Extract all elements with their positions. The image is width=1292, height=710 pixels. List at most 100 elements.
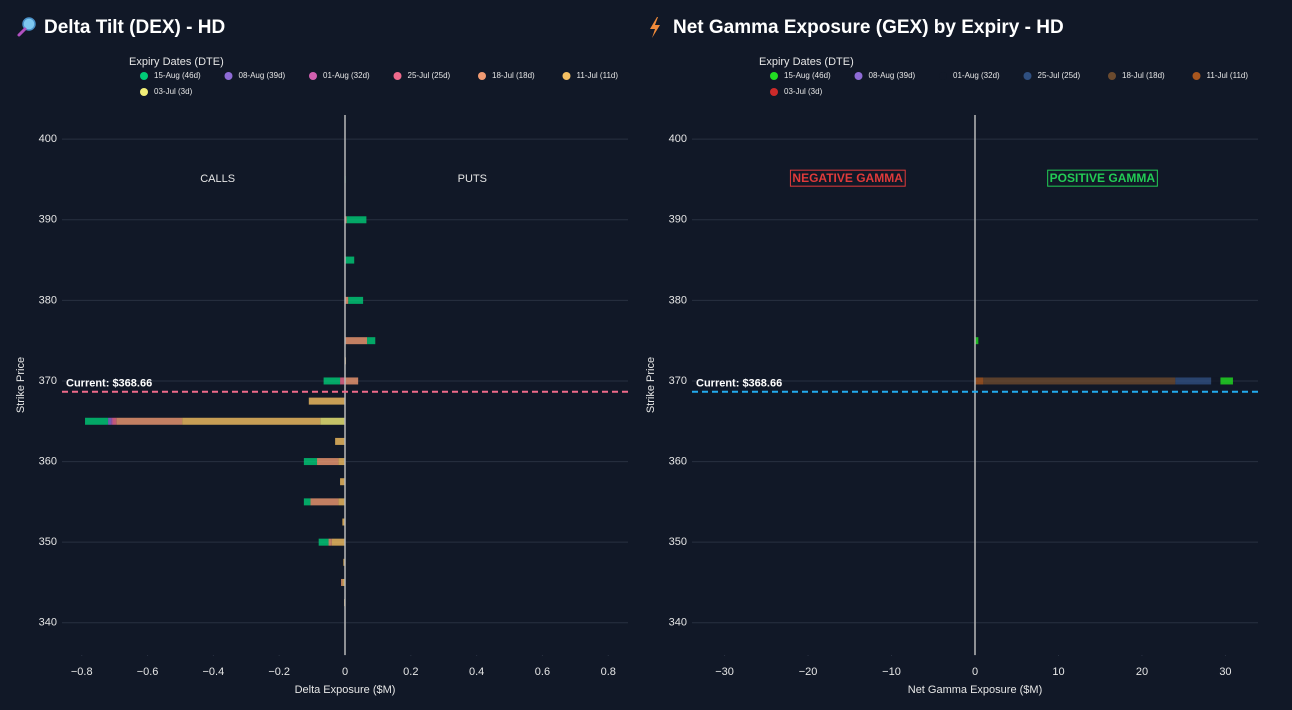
legend-title: Expiry Dates (DTE) — [759, 56, 854, 68]
bar-segment — [1211, 377, 1221, 385]
chart-title: Net Gamma Exposure (GEX) by Expiry - HD — [673, 17, 1064, 38]
y-tick-label: 340 — [39, 617, 57, 629]
bar-segment — [367, 337, 376, 345]
bar-segment — [345, 337, 368, 345]
x-tick-label: 10 — [1052, 666, 1064, 678]
legend-label: 08-Aug (39d) — [869, 71, 916, 80]
legend-marker — [140, 88, 148, 96]
bar-segment — [317, 458, 339, 466]
legend-marker — [854, 72, 863, 80]
bar-segment — [303, 498, 311, 506]
bar-segment — [113, 417, 117, 425]
x-tick-label: 0.6 — [535, 666, 550, 678]
legend-marker — [140, 72, 148, 80]
bar-segment — [348, 296, 364, 304]
annotation: PUTS — [458, 173, 487, 185]
bar-segment — [975, 337, 979, 345]
bar-segment — [116, 417, 183, 425]
legend-marker — [770, 88, 778, 96]
y-tick-label: 380 — [669, 294, 687, 306]
legend-label: 25-Jul (25d) — [1038, 71, 1081, 80]
y-tick-label: 400 — [39, 133, 57, 145]
current-price-label: Current: $368.66 — [66, 378, 152, 390]
y-tick-label: 370 — [39, 375, 57, 387]
legend-label: 01-Aug (32d) — [953, 71, 1000, 80]
bar-segment — [182, 417, 321, 425]
x-tick-label: 0.8 — [601, 666, 616, 678]
bar-segment — [343, 558, 345, 566]
y-tick-label: 380 — [39, 294, 57, 306]
bar-segment — [975, 377, 984, 385]
legend-marker — [1192, 72, 1201, 80]
bar-segment — [345, 296, 349, 304]
y-tick-label: 350 — [39, 536, 57, 548]
x-axis-label: Delta Exposure ($M) — [295, 684, 396, 696]
bar-segment — [346, 216, 367, 224]
x-tick-label: −0.8 — [71, 666, 93, 678]
chart-title: Delta Tilt (DEX) - HD — [44, 17, 225, 38]
bar-segment — [342, 578, 345, 586]
y-tick-label: 360 — [39, 455, 57, 467]
x-tick-label: −20 — [799, 666, 818, 678]
bar-segment — [308, 397, 345, 405]
y-tick-label: 360 — [669, 455, 687, 467]
bar-segment — [345, 256, 355, 264]
bar-segment — [1175, 377, 1212, 385]
x-tick-label: −0.4 — [203, 666, 225, 678]
current-price-label: Current: $368.66 — [696, 378, 782, 390]
legend-marker — [1108, 72, 1116, 80]
bar-segment — [338, 458, 345, 466]
legend-label: 25-Jul (25d) — [408, 71, 451, 80]
annotation: POSITIVE GAMMA — [1050, 171, 1156, 185]
y-tick-label: 370 — [669, 375, 687, 387]
legend-label: 18-Jul (18d) — [1122, 71, 1165, 80]
legend-label: 01-Aug (32d) — [323, 71, 370, 80]
y-axis-label: Strike Price — [645, 357, 657, 413]
y-tick-label: 400 — [669, 133, 687, 145]
legend-marker — [478, 72, 486, 80]
legend-label: 03-Jul (3d) — [154, 87, 193, 96]
legend-label: 15-Aug (46d) — [784, 71, 831, 80]
legend-marker — [1023, 72, 1032, 80]
x-tick-label: 20 — [1136, 666, 1148, 678]
x-tick-label: −0.2 — [268, 666, 290, 678]
bar-segment — [85, 417, 109, 425]
bar-segment — [340, 377, 345, 385]
legend-marker — [770, 72, 778, 80]
legend-label: 08-Aug (39d) — [239, 71, 286, 80]
legend-marker — [309, 72, 317, 80]
x-tick-label: −0.6 — [137, 666, 159, 678]
bar-segment — [310, 498, 339, 506]
legend-label: 11-Jul (11d) — [577, 71, 619, 80]
bar-segment — [335, 437, 345, 445]
x-tick-label: 0 — [342, 666, 348, 678]
x-tick-label: 0.4 — [469, 666, 484, 678]
annotation: NEGATIVE GAMMA — [792, 171, 903, 185]
legend-marker — [393, 72, 402, 80]
bar-segment — [345, 377, 359, 385]
bar-segment — [983, 377, 1176, 385]
legend-marker — [562, 72, 571, 80]
x-tick-label: 0 — [972, 666, 978, 678]
bar-segment — [318, 538, 329, 546]
x-tick-label: 30 — [1219, 666, 1231, 678]
annotation-box — [1047, 169, 1158, 187]
x-axis-label: Net Gamma Exposure ($M) — [908, 684, 1042, 696]
bar-segment — [331, 538, 345, 546]
legend-label: 15-Aug (46d) — [154, 71, 201, 80]
y-tick-label: 390 — [669, 214, 687, 226]
bar-segment — [1220, 377, 1233, 385]
bar-segment — [328, 538, 332, 546]
bar-segment — [108, 417, 112, 425]
x-tick-label: −30 — [715, 666, 734, 678]
y-tick-label: 390 — [39, 214, 57, 226]
y-tick-label: 340 — [669, 617, 687, 629]
bar-segment — [340, 478, 345, 486]
y-tick-label: 350 — [669, 536, 687, 548]
bar-segment — [111, 417, 114, 425]
legend-marker — [939, 72, 947, 80]
bar-segment — [323, 377, 341, 385]
y-axis-label: Strike Price — [15, 357, 27, 413]
